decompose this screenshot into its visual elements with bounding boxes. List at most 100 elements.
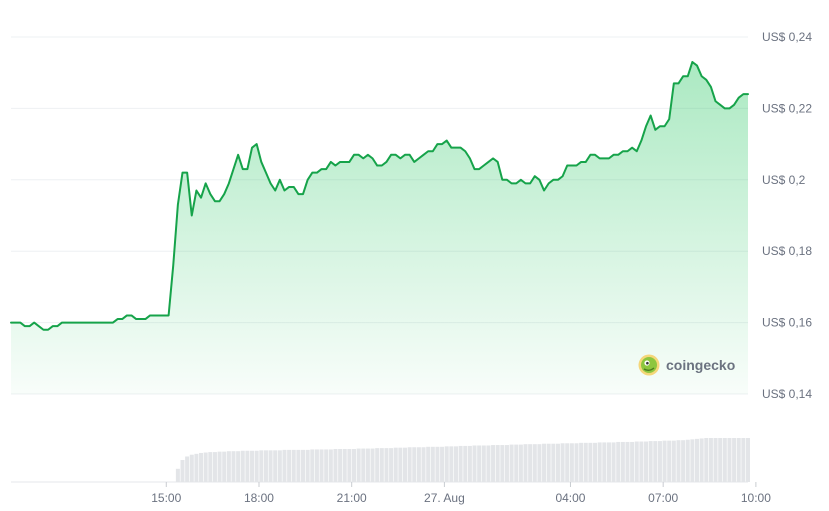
volume-bar	[180, 460, 185, 482]
volume-bar	[532, 444, 537, 482]
volume-bar	[356, 448, 361, 482]
x-tick-label: 18:00	[244, 491, 274, 505]
volume-bars	[175, 438, 751, 482]
volume-bar	[704, 438, 709, 482]
volume-bar	[542, 443, 547, 482]
volume-bar	[477, 445, 482, 482]
volume-bar	[402, 447, 407, 482]
volume-bar	[449, 446, 454, 482]
volume-bar	[310, 449, 315, 482]
volume-bar	[268, 450, 273, 482]
volume-bar	[657, 441, 662, 482]
volume-bar	[467, 445, 472, 482]
volume-bar	[606, 442, 611, 482]
volume-bar	[426, 446, 431, 482]
volume-bar	[319, 449, 324, 482]
volume-bar	[342, 449, 347, 482]
volume-bar	[481, 445, 486, 482]
volume-bar	[560, 443, 565, 482]
volume-bar	[194, 453, 199, 482]
x-tick-label: 07:00	[648, 491, 678, 505]
volume-bar	[263, 450, 268, 482]
volume-bar	[718, 438, 723, 482]
volume-bar	[453, 446, 458, 482]
y-tick-label: US$ 0,24	[762, 30, 812, 44]
volume-bar	[491, 445, 496, 482]
volume-bar	[240, 450, 245, 482]
volume-bar	[722, 438, 727, 482]
y-tick-label: US$ 0,18	[762, 244, 812, 258]
volume-bar	[222, 451, 227, 482]
volume-bar	[324, 449, 329, 482]
volume-bar	[555, 443, 560, 482]
volume-bar	[671, 440, 676, 482]
volume-bar	[620, 441, 625, 482]
volume-bar	[259, 450, 264, 482]
volume-bar	[333, 449, 338, 482]
volume-bar	[291, 449, 296, 482]
volume-bar	[416, 447, 421, 482]
y-tick-label: US$ 0,16	[762, 316, 812, 330]
volume-bar	[574, 443, 579, 482]
volume-bar	[639, 441, 644, 482]
volume-bar	[212, 452, 217, 482]
x-axis-labels: 15:00 18:00 21:00 27. Aug 04:00 07:00 10:00	[151, 482, 771, 505]
volume-bar	[569, 443, 574, 482]
volume-bar	[685, 439, 690, 482]
volume-bar	[254, 450, 259, 482]
volume-bar	[597, 442, 602, 482]
volume-bar	[189, 454, 194, 482]
y-axis-labels: US$ 0,24 US$ 0,22 US$ 0,2 US$ 0,18 US$ 0,16 U…	[762, 30, 812, 401]
volume-bar	[713, 438, 718, 482]
volume-bar	[616, 441, 621, 482]
volume-bar	[440, 446, 445, 482]
volume-bar	[695, 438, 700, 482]
volume-bar	[504, 445, 509, 482]
volume-bar	[509, 444, 514, 482]
volume-bar	[528, 444, 533, 482]
volume-bar	[736, 438, 741, 482]
volume-bar	[389, 448, 394, 482]
x-tick-label: 04:00	[555, 491, 585, 505]
volume-bar	[565, 443, 570, 482]
volume-bar	[352, 449, 357, 482]
volume-bar	[435, 446, 440, 482]
volume-bar	[653, 441, 658, 482]
volume-bar	[370, 448, 375, 482]
volume-bar	[546, 443, 551, 482]
volume-bar	[662, 440, 667, 482]
volume-bar	[236, 451, 241, 482]
volume-bar	[305, 449, 310, 482]
x-tick-label: 10:00	[741, 491, 771, 505]
volume-bar	[203, 452, 208, 482]
volume-bar	[495, 445, 500, 482]
volume-bar	[514, 444, 519, 482]
volume-bar	[175, 468, 180, 482]
volume-bar	[430, 446, 435, 482]
volume-bar	[231, 451, 236, 482]
volume-bar	[421, 447, 426, 482]
volume-bar	[648, 441, 653, 482]
volume-bar	[625, 441, 630, 482]
volume-bar	[579, 442, 584, 482]
volume-bar	[458, 445, 463, 482]
volume-bar	[217, 451, 222, 482]
volume-bar	[634, 441, 639, 482]
volume-bar	[611, 442, 616, 482]
volume-bar	[314, 449, 319, 482]
volume-bar	[444, 446, 449, 482]
volume-bar	[379, 448, 384, 482]
price-line	[10, 60, 749, 331]
volume-bar	[301, 449, 306, 482]
volume-bar	[667, 440, 672, 482]
volume-bar	[523, 444, 528, 482]
volume-bar	[583, 442, 588, 482]
volume-bar	[199, 452, 204, 482]
coingecko-wordmark: coingecko	[666, 357, 736, 373]
volume-bar	[588, 442, 593, 482]
volume-bar	[208, 452, 213, 482]
coingecko-logo-icon	[638, 354, 660, 376]
volume-bar	[472, 445, 477, 482]
volume-bar	[745, 438, 751, 482]
volume-bar	[407, 447, 412, 482]
